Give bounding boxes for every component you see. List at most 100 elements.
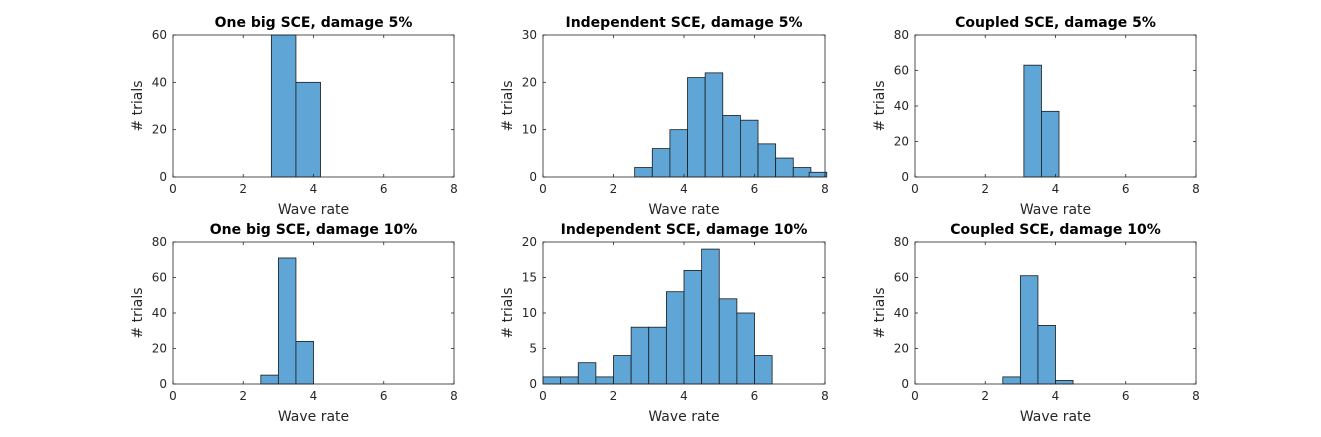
x-tick-label: 6	[751, 389, 759, 403]
histogram-bar	[792, 167, 812, 178]
histogram-bar	[683, 269, 703, 385]
histogram-bar	[1041, 110, 1060, 178]
subplot-2: 0 2 4 6 8 0 10 20 30 Independent SCE, damage 5% Wa…	[500, 15, 829, 218]
histogram-bar	[1037, 325, 1056, 385]
histogram-bar	[651, 148, 671, 178]
x-tick-label: 2	[610, 182, 618, 196]
x-tick-label: 4	[310, 182, 318, 196]
x-tick-label: 2	[981, 389, 989, 403]
x-tick-label: 2	[981, 182, 989, 196]
histogram-bar	[740, 119, 759, 178]
histogram-bar	[775, 157, 794, 178]
bars	[1002, 275, 1074, 385]
x-tick-label: 6	[380, 389, 388, 403]
x-tick-label: 8	[821, 389, 829, 403]
histogram-bar	[669, 129, 688, 178]
y-tick-label: 0	[901, 377, 909, 391]
subplot-title: Independent SCE, damage 5%	[565, 15, 802, 31]
histogram-bar	[277, 257, 297, 385]
histogram-bar	[295, 340, 314, 385]
x-tick-label: 2	[610, 389, 618, 403]
histogram-bar	[260, 374, 279, 385]
y-tick-label: 80	[894, 28, 909, 42]
histogram-bar	[718, 298, 738, 385]
y-tick-label: 60	[894, 64, 909, 78]
x-axis-label: Wave rate	[648, 409, 719, 425]
x-tick-label: 8	[450, 389, 458, 403]
histogram-bar	[634, 167, 653, 178]
y-tick-label: 40	[152, 306, 167, 320]
x-tick-label: 6	[1122, 389, 1130, 403]
histogram-bar	[613, 355, 632, 385]
y-tick-label: 0	[529, 377, 537, 391]
x-tick-label: 8	[450, 182, 458, 196]
bars	[270, 34, 321, 178]
x-tick-label: 4	[1052, 182, 1060, 196]
y-tick-label: 0	[159, 377, 167, 391]
histogram-bar	[595, 376, 614, 385]
histogram-bar	[665, 291, 685, 385]
x-tick-label: 0	[911, 389, 919, 403]
x-axis-label: Wave rate	[278, 202, 349, 218]
y-tick-label: 0	[529, 170, 537, 184]
x-tick-label: 4	[310, 389, 318, 403]
histogram-bar	[701, 248, 720, 385]
x-tick-label: 0	[911, 182, 919, 196]
x-axis-label: Wave rate	[1020, 202, 1091, 218]
y-tick-label: 0	[901, 170, 909, 184]
histogram-bar	[808, 171, 828, 178]
y-tick-label: 20	[152, 342, 167, 356]
y-axis-label: # trials	[872, 80, 888, 131]
histogram-bar	[542, 376, 562, 385]
y-tick-label: 40	[894, 306, 909, 320]
y-tick-label: 60	[894, 271, 909, 285]
x-axis-label: Wave rate	[648, 202, 719, 218]
y-tick-label: 80	[152, 235, 167, 249]
y-axis-label: # trials	[130, 287, 146, 338]
subplot-5: 0 2 4 6 8 0 5 10 15 20 Independent SCE, damage 10%…	[500, 222, 829, 425]
y-tick-label: 40	[894, 99, 909, 113]
y-tick-label: 0	[159, 170, 167, 184]
histogram-bar	[754, 355, 773, 385]
histogram-bar	[1002, 376, 1021, 385]
y-tick-label: 10	[522, 123, 537, 137]
x-tick-label: 8	[821, 182, 829, 196]
y-tick-label: 30	[522, 28, 537, 42]
subplot-title: Coupled SCE, damage 10%	[950, 222, 1161, 238]
x-tick-label: 8	[1192, 389, 1200, 403]
x-tick-label: 0	[539, 182, 547, 196]
x-tick-label: 0	[169, 182, 177, 196]
x-tick-label: 0	[539, 389, 547, 403]
x-tick-label: 0	[169, 389, 177, 403]
y-tick-label: 20	[894, 135, 909, 149]
subplot-title: Coupled SCE, damage 5%	[955, 15, 1156, 31]
histogram-bar	[577, 362, 597, 385]
x-axis-label: Wave rate	[278, 409, 349, 425]
y-tick-label: 10	[522, 306, 537, 320]
bars	[634, 72, 828, 178]
x-tick-label: 6	[751, 182, 759, 196]
subplot-title: One big SCE, damage 10%	[210, 222, 417, 238]
y-tick-label: 60	[152, 28, 167, 42]
bars	[1023, 64, 1060, 178]
y-tick-label: 20	[152, 123, 167, 137]
histogram-bar	[630, 326, 650, 385]
histogram-bar	[1055, 380, 1074, 385]
y-tick-label: 80	[894, 235, 909, 249]
x-tick-label: 2	[239, 389, 247, 403]
y-tick-label: 40	[152, 75, 167, 89]
histogram-bar	[560, 376, 579, 385]
bars	[542, 248, 773, 385]
x-tick-label: 6	[380, 182, 388, 196]
histogram-bar	[1019, 275, 1039, 385]
histogram-bar	[687, 77, 706, 178]
histogram-bar	[270, 34, 297, 178]
histogram-bar	[648, 326, 667, 385]
y-axis-label: # trials	[500, 80, 516, 131]
x-tick-label: 8	[1192, 182, 1200, 196]
y-tick-label: 15	[522, 271, 537, 285]
